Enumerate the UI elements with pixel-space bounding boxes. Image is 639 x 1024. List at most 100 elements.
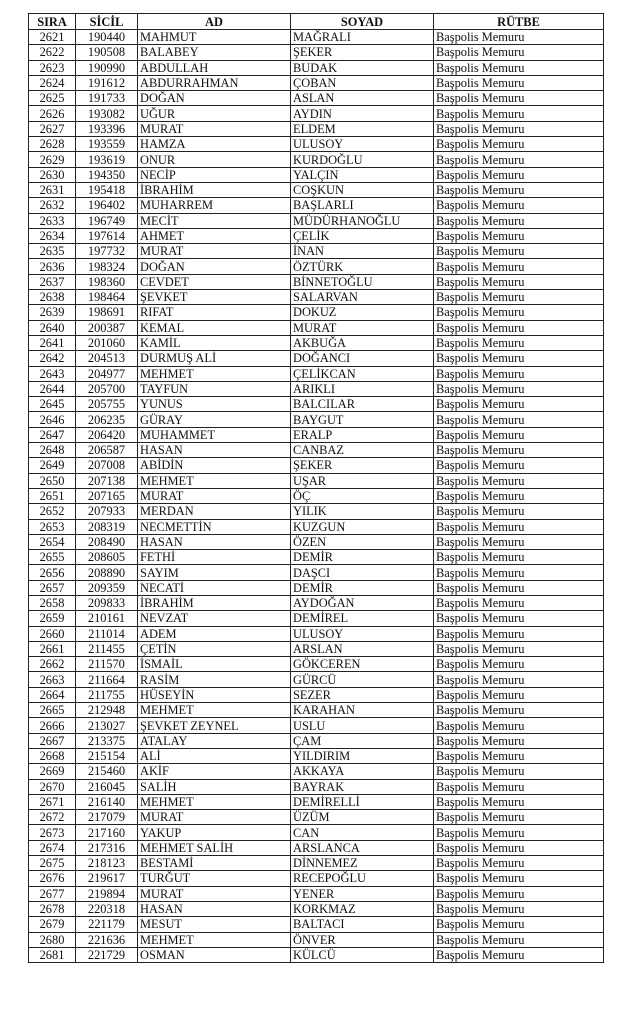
soyad-cell: DAŞCI (290, 564, 434, 581)
soyad-cell: ARSLANCA (290, 839, 434, 857)
header-soyad: SOYAD (290, 13, 434, 30)
soyad-cell: ÖZEN (290, 533, 434, 551)
personnel-table: SIRA SİCİL AD SOYAD RÜTBE 2621 190440 MAHM… (28, 13, 604, 964)
ad-cell: ALİ (137, 747, 291, 765)
sicil-cell: 193619 (75, 151, 138, 168)
table-row: 2655 208605 FETHİ DEMİR Başpolis Memuru (28, 549, 604, 566)
ad-cell: MEHMET (137, 365, 291, 382)
soyad-cell: SEZER (290, 686, 434, 704)
sicil-cell: 205700 (75, 380, 138, 398)
sicil-cell: 206587 (75, 442, 138, 459)
table-row: 2636 198324 DOĞAN ÖZTÜRK Başpolis Memuru (28, 258, 604, 275)
ad-cell: ATALAY (137, 732, 291, 749)
soyad-cell: DİNNEMEZ (290, 855, 434, 872)
sira-cell: 2680 (28, 931, 76, 948)
sira-cell: 2622 (28, 44, 76, 61)
ad-cell: DURMUŞ ALİ (137, 350, 291, 367)
header-sicil: SİCİL (75, 13, 138, 30)
table-row: 2643 204977 MEHMET ÇELİKCAN Başpolis Memuru (28, 365, 604, 382)
sicil-cell: 211755 (75, 686, 138, 704)
ad-cell: HASAN (137, 533, 291, 551)
table-row: 2644 205700 TAYFUN ARIKLI Başpolis Memuru (28, 380, 604, 398)
sira-cell: 2663 (28, 671, 76, 688)
sira-cell: 2660 (28, 625, 76, 642)
table-row: 2678 220318 HASAN KORKMAZ Başpolis Memuru (28, 900, 604, 918)
sira-cell: 2662 (28, 656, 76, 673)
ad-cell: MUHARREM (137, 197, 291, 214)
rutbe-cell: Başpolis Memuru (433, 273, 604, 291)
ad-cell: ÇETİN (137, 640, 291, 658)
table-row: 2669 215460 AKİF AKKAYA Başpolis Memuru (28, 763, 604, 780)
soyad-cell: ÖNVER (290, 931, 434, 948)
rutbe-cell: Başpolis Memuru (433, 518, 604, 535)
sira-cell: 2676 (28, 870, 76, 887)
sicil-cell: 211570 (75, 656, 138, 673)
sicil-cell: 206420 (75, 426, 138, 444)
table-row: 2680 221636 MEHMET ÖNVER Başpolis Memuru (28, 931, 604, 948)
soyad-cell: DEMİREL (290, 610, 434, 627)
sira-cell: 2638 (28, 289, 76, 306)
rutbe-cell: Başpolis Memuru (433, 136, 604, 153)
ad-cell: NECATİ (137, 579, 291, 596)
ad-cell: İBRAHİM (137, 594, 291, 612)
rutbe-cell: Başpolis Memuru (433, 442, 604, 459)
sicil-cell: 198464 (75, 289, 138, 306)
sicil-cell: 221179 (75, 916, 138, 933)
soyad-cell: ŞEKER (290, 457, 434, 474)
ad-cell: MESUT (137, 916, 291, 933)
soyad-cell: RECEPOĞLU (290, 870, 434, 887)
table-row: 2624 191612 ABDURRAHMAN ÇOBAN Başpolis Memur… (28, 74, 604, 92)
table-row: 2652 207933 MERDAN YILIK Başpolis Memuru (28, 503, 604, 520)
soyad-cell: USLU (290, 717, 434, 734)
rutbe-cell: Başpolis Memuru (433, 640, 604, 658)
soyad-cell: ÇOBAN (290, 74, 434, 92)
table-row: 2676 219617 TURĞUT RECEPOĞLU Başpolis Memuru (28, 870, 604, 887)
rutbe-cell: Başpolis Memuru (433, 334, 604, 352)
sicil-cell: 193396 (75, 120, 138, 138)
soyad-cell: BAŞLARLI (290, 197, 434, 214)
table-row: 2642 204513 DURMUŞ ALİ DOĞANCI Başpolis Memu… (28, 350, 604, 367)
table-row: 2649 207008 ABİDİN ŞEKER Başpolis Memuru (28, 457, 604, 474)
rutbe-cell: Başpolis Memuru (433, 702, 604, 719)
soyad-cell: MÜDÜRHANOĞLU (290, 212, 434, 229)
sira-cell: 2639 (28, 304, 76, 321)
sira-cell: 2628 (28, 136, 76, 153)
sicil-cell: 206235 (75, 411, 138, 428)
ad-cell: MECİT (137, 212, 291, 229)
table-row: 2626 193082 UĞUR AYDIN Başpolis Memuru (28, 105, 604, 122)
sicil-cell: 205755 (75, 396, 138, 413)
soyad-cell: UŞAR (290, 472, 434, 489)
soyad-cell: SALARVAN (290, 289, 434, 306)
ad-cell: ŞEVKET (137, 289, 291, 306)
rutbe-cell: Başpolis Memuru (433, 350, 604, 367)
ad-cell: DOĞAN (137, 258, 291, 275)
sira-cell: 2634 (28, 227, 76, 245)
rutbe-cell: Başpolis Memuru (433, 457, 604, 474)
sira-cell: 2632 (28, 197, 76, 214)
table-row: 2681 221729 OSMAN KÜLCÜ Başpolis Memuru (28, 946, 604, 964)
sira-cell: 2679 (28, 916, 76, 933)
rutbe-cell: Başpolis Memuru (433, 824, 604, 841)
soyad-cell: KORKMAZ (290, 900, 434, 918)
table-row: 2665 212948 MEHMET KARAHAN Başpolis Memuru (28, 702, 604, 719)
ad-cell: İSMAİL (137, 656, 291, 673)
sira-cell: 2646 (28, 411, 76, 428)
rutbe-cell: Başpolis Memuru (433, 289, 604, 306)
sicil-cell: 208490 (75, 533, 138, 551)
sicil-cell: 193559 (75, 136, 138, 153)
soyad-cell: YENER (290, 885, 434, 902)
soyad-cell: ARIKLI (290, 380, 434, 398)
sira-cell: 2677 (28, 885, 76, 902)
table-row: 2637 198360 CEVDET BİNNETOĞLU Başpolis Memur… (28, 273, 604, 291)
rutbe-cell: Başpolis Memuru (433, 304, 604, 321)
sira-cell: 2645 (28, 396, 76, 413)
rutbe-cell: Başpolis Memuru (433, 151, 604, 168)
sira-cell: 2656 (28, 564, 76, 581)
sicil-cell: 200387 (75, 319, 138, 336)
sicil-cell: 217316 (75, 839, 138, 857)
rutbe-cell: Başpolis Memuru (433, 227, 604, 245)
ad-cell: ONUR (137, 151, 291, 168)
sira-cell: 2659 (28, 610, 76, 627)
soyad-cell: BAYRAK (290, 778, 434, 795)
rutbe-cell: Başpolis Memuru (433, 747, 604, 765)
